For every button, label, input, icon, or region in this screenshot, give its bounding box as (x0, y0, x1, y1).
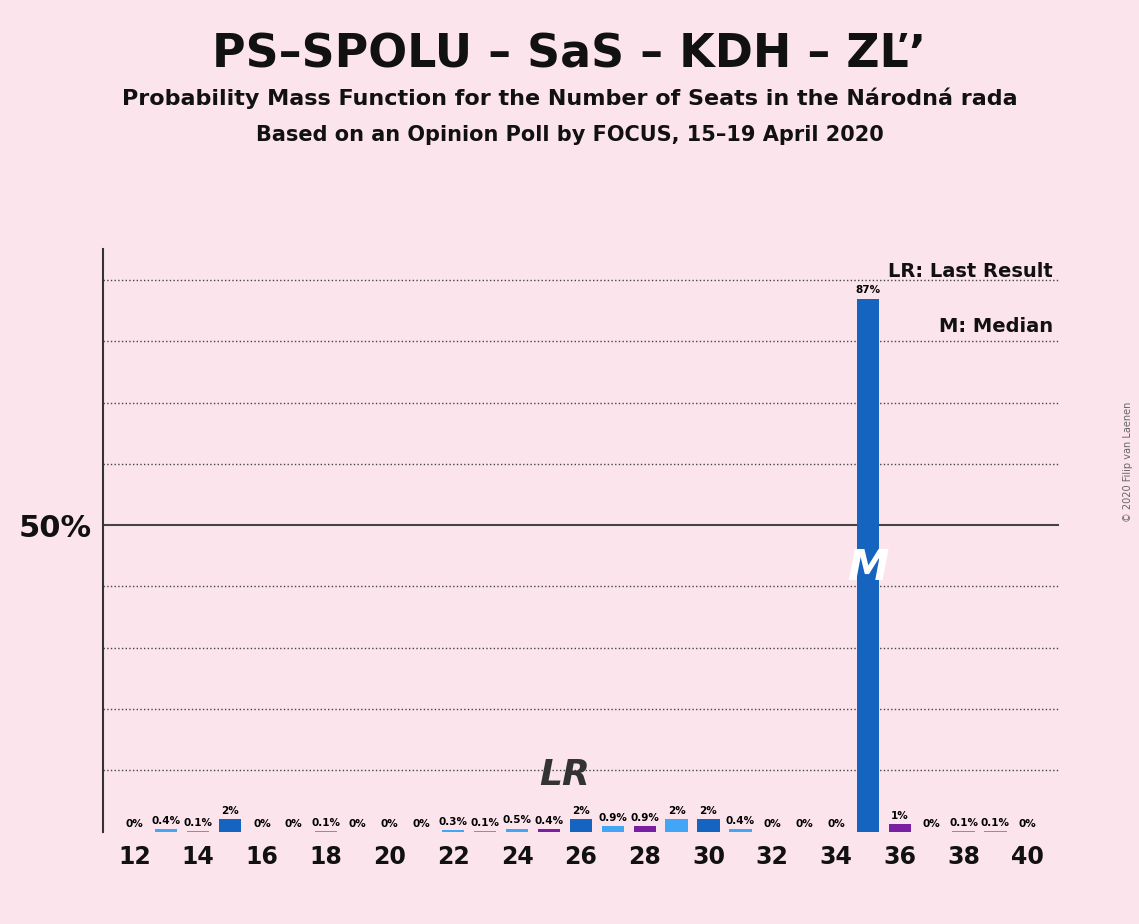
Text: 0.9%: 0.9% (598, 813, 628, 823)
Bar (538, 829, 560, 832)
Text: 2%: 2% (572, 807, 590, 816)
Bar (697, 820, 720, 832)
Bar (442, 830, 465, 832)
Text: 0.3%: 0.3% (439, 817, 468, 827)
Text: 0.1%: 0.1% (183, 818, 213, 828)
Bar (570, 820, 592, 832)
Text: LR: Last Result: LR: Last Result (888, 261, 1052, 281)
Bar (219, 820, 241, 832)
Bar (857, 298, 879, 832)
Text: Based on an Opinion Poll by FOCUS, 15–19 April 2020: Based on an Opinion Poll by FOCUS, 15–19… (255, 125, 884, 145)
Text: M: Median: M: Median (939, 317, 1052, 336)
Text: Probability Mass Function for the Number of Seats in the Národná rada: Probability Mass Function for the Number… (122, 88, 1017, 109)
Bar (665, 820, 688, 832)
Text: 0%: 0% (412, 819, 431, 829)
Bar (601, 826, 624, 832)
Text: 87%: 87% (855, 286, 880, 296)
Text: 0%: 0% (125, 819, 144, 829)
Text: 2%: 2% (667, 807, 686, 816)
Bar (633, 826, 656, 832)
Text: © 2020 Filip van Laenen: © 2020 Filip van Laenen (1123, 402, 1133, 522)
Text: 0.4%: 0.4% (726, 816, 755, 826)
Text: 0%: 0% (827, 819, 845, 829)
Text: 2%: 2% (699, 807, 718, 816)
Bar (155, 829, 178, 832)
Text: 0.1%: 0.1% (311, 818, 341, 828)
Text: 2%: 2% (221, 807, 239, 816)
Text: 0%: 0% (1018, 819, 1036, 829)
Text: 1%: 1% (891, 811, 909, 821)
Text: 0%: 0% (349, 819, 367, 829)
Text: 0.1%: 0.1% (949, 818, 978, 828)
Text: PS–SPOLU – SaS – KDH – ZĽʼ: PS–SPOLU – SaS – KDH – ZĽʼ (213, 32, 926, 78)
Text: LR: LR (540, 758, 590, 792)
Text: 0%: 0% (253, 819, 271, 829)
Text: 0%: 0% (380, 819, 399, 829)
Text: 0.9%: 0.9% (630, 813, 659, 823)
Text: 0%: 0% (285, 819, 303, 829)
Text: 0.4%: 0.4% (534, 816, 564, 826)
Text: 0.5%: 0.5% (502, 816, 532, 825)
Bar (729, 829, 752, 832)
Text: 0%: 0% (795, 819, 813, 829)
Text: 0%: 0% (923, 819, 941, 829)
Bar (888, 824, 911, 832)
Text: 0.1%: 0.1% (981, 818, 1010, 828)
Text: 0.1%: 0.1% (470, 818, 500, 828)
Text: 0%: 0% (763, 819, 781, 829)
Text: M: M (847, 547, 888, 590)
Bar (506, 829, 528, 832)
Text: 0.4%: 0.4% (151, 816, 181, 826)
